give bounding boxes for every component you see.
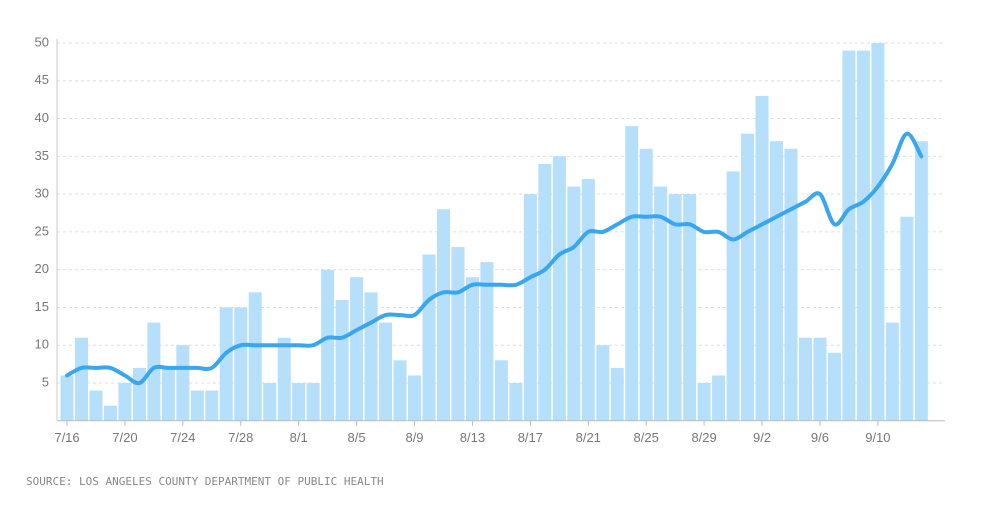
bar [567,186,581,421]
source-note: SOURCE: LOS ANGELES COUNTY DEPARTMENT OF… [26,475,384,488]
bar [596,345,610,421]
bar [393,360,407,421]
bar [190,390,204,421]
x-tick-label: 7/20 [112,430,137,445]
bar [770,141,784,421]
x-tick-label: 7/28 [228,430,253,445]
bar [118,383,132,421]
bar [161,367,175,421]
y-tick-label: 20 [35,261,49,276]
bar [798,337,812,421]
bar [248,292,262,421]
bar [205,390,219,421]
x-tick-label: 8/21 [576,430,601,445]
bar [422,254,436,421]
bar [538,163,552,421]
bar [509,383,523,421]
bar [335,299,349,421]
x-tick-label: 9/6 [811,430,829,445]
y-tick-label: 40 [35,110,49,125]
bar [306,383,320,421]
x-tick-label: 8/29 [691,430,716,445]
bar [277,337,291,421]
x-tick-label: 7/24 [170,430,195,445]
bar [726,171,740,421]
bar [176,345,190,421]
x-tick-label: 8/13 [460,430,485,445]
bar [741,133,755,421]
bar [914,141,928,421]
bar [451,247,465,421]
x-tick-label: 8/25 [634,430,659,445]
y-tick-label: 15 [35,299,49,314]
bar [871,43,885,421]
bar [813,337,827,421]
bar [494,360,508,421]
bar [219,307,233,421]
x-tick-label: 8/5 [348,430,366,445]
bar [292,383,306,421]
bar [103,405,117,421]
bar [654,186,668,421]
bar [610,367,624,421]
bar [408,375,422,421]
y-tick-label: 5 [42,374,49,389]
bar [885,322,899,421]
bar [581,179,595,421]
bar [480,262,494,421]
bar [60,375,74,421]
bar [89,390,103,421]
bar [668,194,682,421]
y-tick-label: 10 [35,337,49,352]
bar [697,383,711,421]
bar [263,383,277,421]
y-tick-label: 35 [35,148,49,163]
bar [683,194,697,421]
bar [625,126,639,421]
x-tick-label: 9/2 [753,430,771,445]
bar [639,148,653,421]
bar [784,148,798,421]
bar [856,50,870,421]
bar [436,209,450,421]
bar [147,322,161,421]
x-tick-label: 8/9 [405,430,423,445]
x-tick-label: 8/17 [518,430,543,445]
y-tick-label: 45 [35,72,49,87]
bar [465,277,479,421]
bar [712,375,726,421]
bar [755,95,769,421]
bar [132,367,146,421]
bar [234,307,248,421]
bar [523,194,537,421]
bar [379,322,393,421]
x-tick-label: 9/10 [865,430,890,445]
trend-line [65,131,924,386]
bar [827,352,841,421]
y-tick-label: 25 [35,223,49,238]
bar [842,50,856,421]
bar [350,277,364,421]
bar [364,292,378,421]
y-tick-label: 50 [35,34,49,49]
y-tick-label: 30 [35,186,49,201]
x-tick-label: 8/1 [290,430,308,445]
bar [900,216,914,421]
bar [321,269,335,421]
x-tick-label: 7/16 [54,430,79,445]
bar [552,156,566,421]
bar [74,337,88,421]
